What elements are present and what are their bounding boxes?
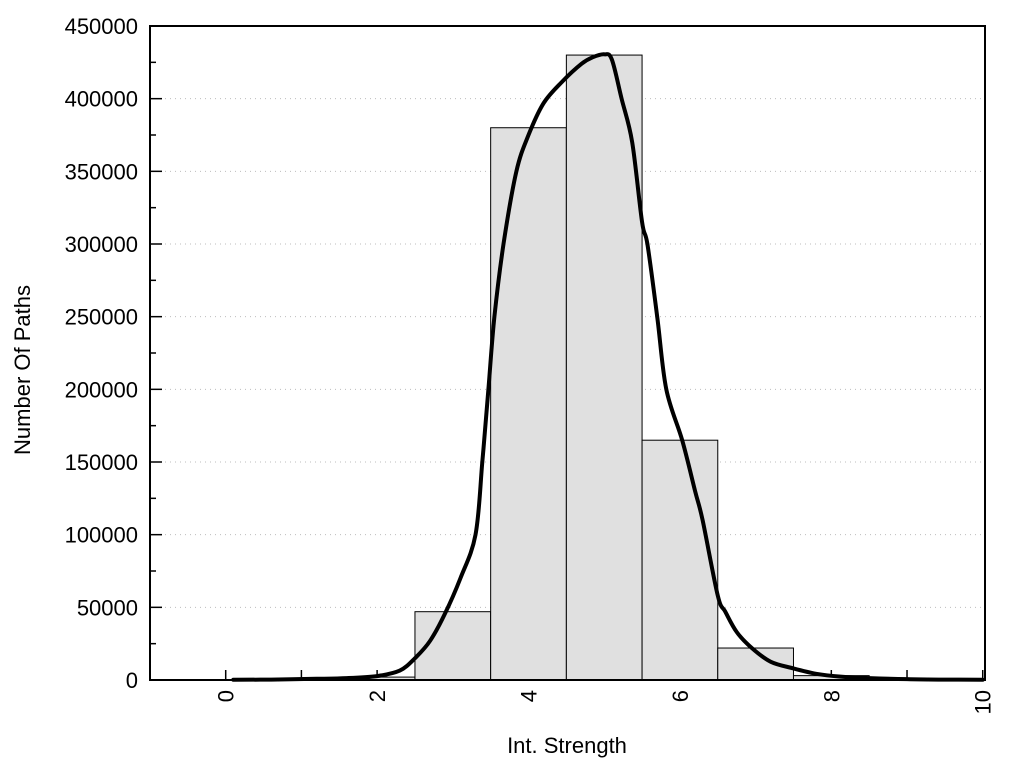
y-tick-label: 200000 — [65, 377, 138, 402]
y-tick-label: 450000 — [65, 14, 138, 39]
histogram-bar — [565, 54, 643, 681]
histogram-bar — [641, 439, 719, 681]
y-tick-label: 250000 — [65, 305, 138, 330]
x-axis-title: Int. Strength — [507, 733, 627, 758]
y-tick-label: 300000 — [65, 232, 138, 257]
chart-layers: 0 50000 100000 150000 200000 250000 300000 3500… — [65, 14, 996, 714]
y-tick-label: 400000 — [65, 87, 138, 112]
y-tick-label: 350000 — [65, 159, 138, 184]
y-axis-title: Number Of Paths — [10, 285, 35, 455]
x-tick-label: 0 — [214, 690, 239, 702]
y-tick-label: 0 — [126, 668, 138, 693]
x-tick-label: 6 — [668, 690, 693, 702]
y-tick-label: 50000 — [77, 595, 138, 620]
x-tick-label: 10 — [971, 690, 996, 714]
density-curve — [231, 52, 985, 682]
y-tick-label: 150000 — [65, 450, 138, 475]
y-tick-label: 100000 — [65, 523, 138, 548]
plot-frame — [149, 25, 986, 681]
x-tick-label: 4 — [517, 690, 542, 702]
x-tick-label: 8 — [819, 690, 844, 702]
histogram-bar — [490, 127, 567, 681]
x-tick-label: 2 — [365, 690, 390, 702]
